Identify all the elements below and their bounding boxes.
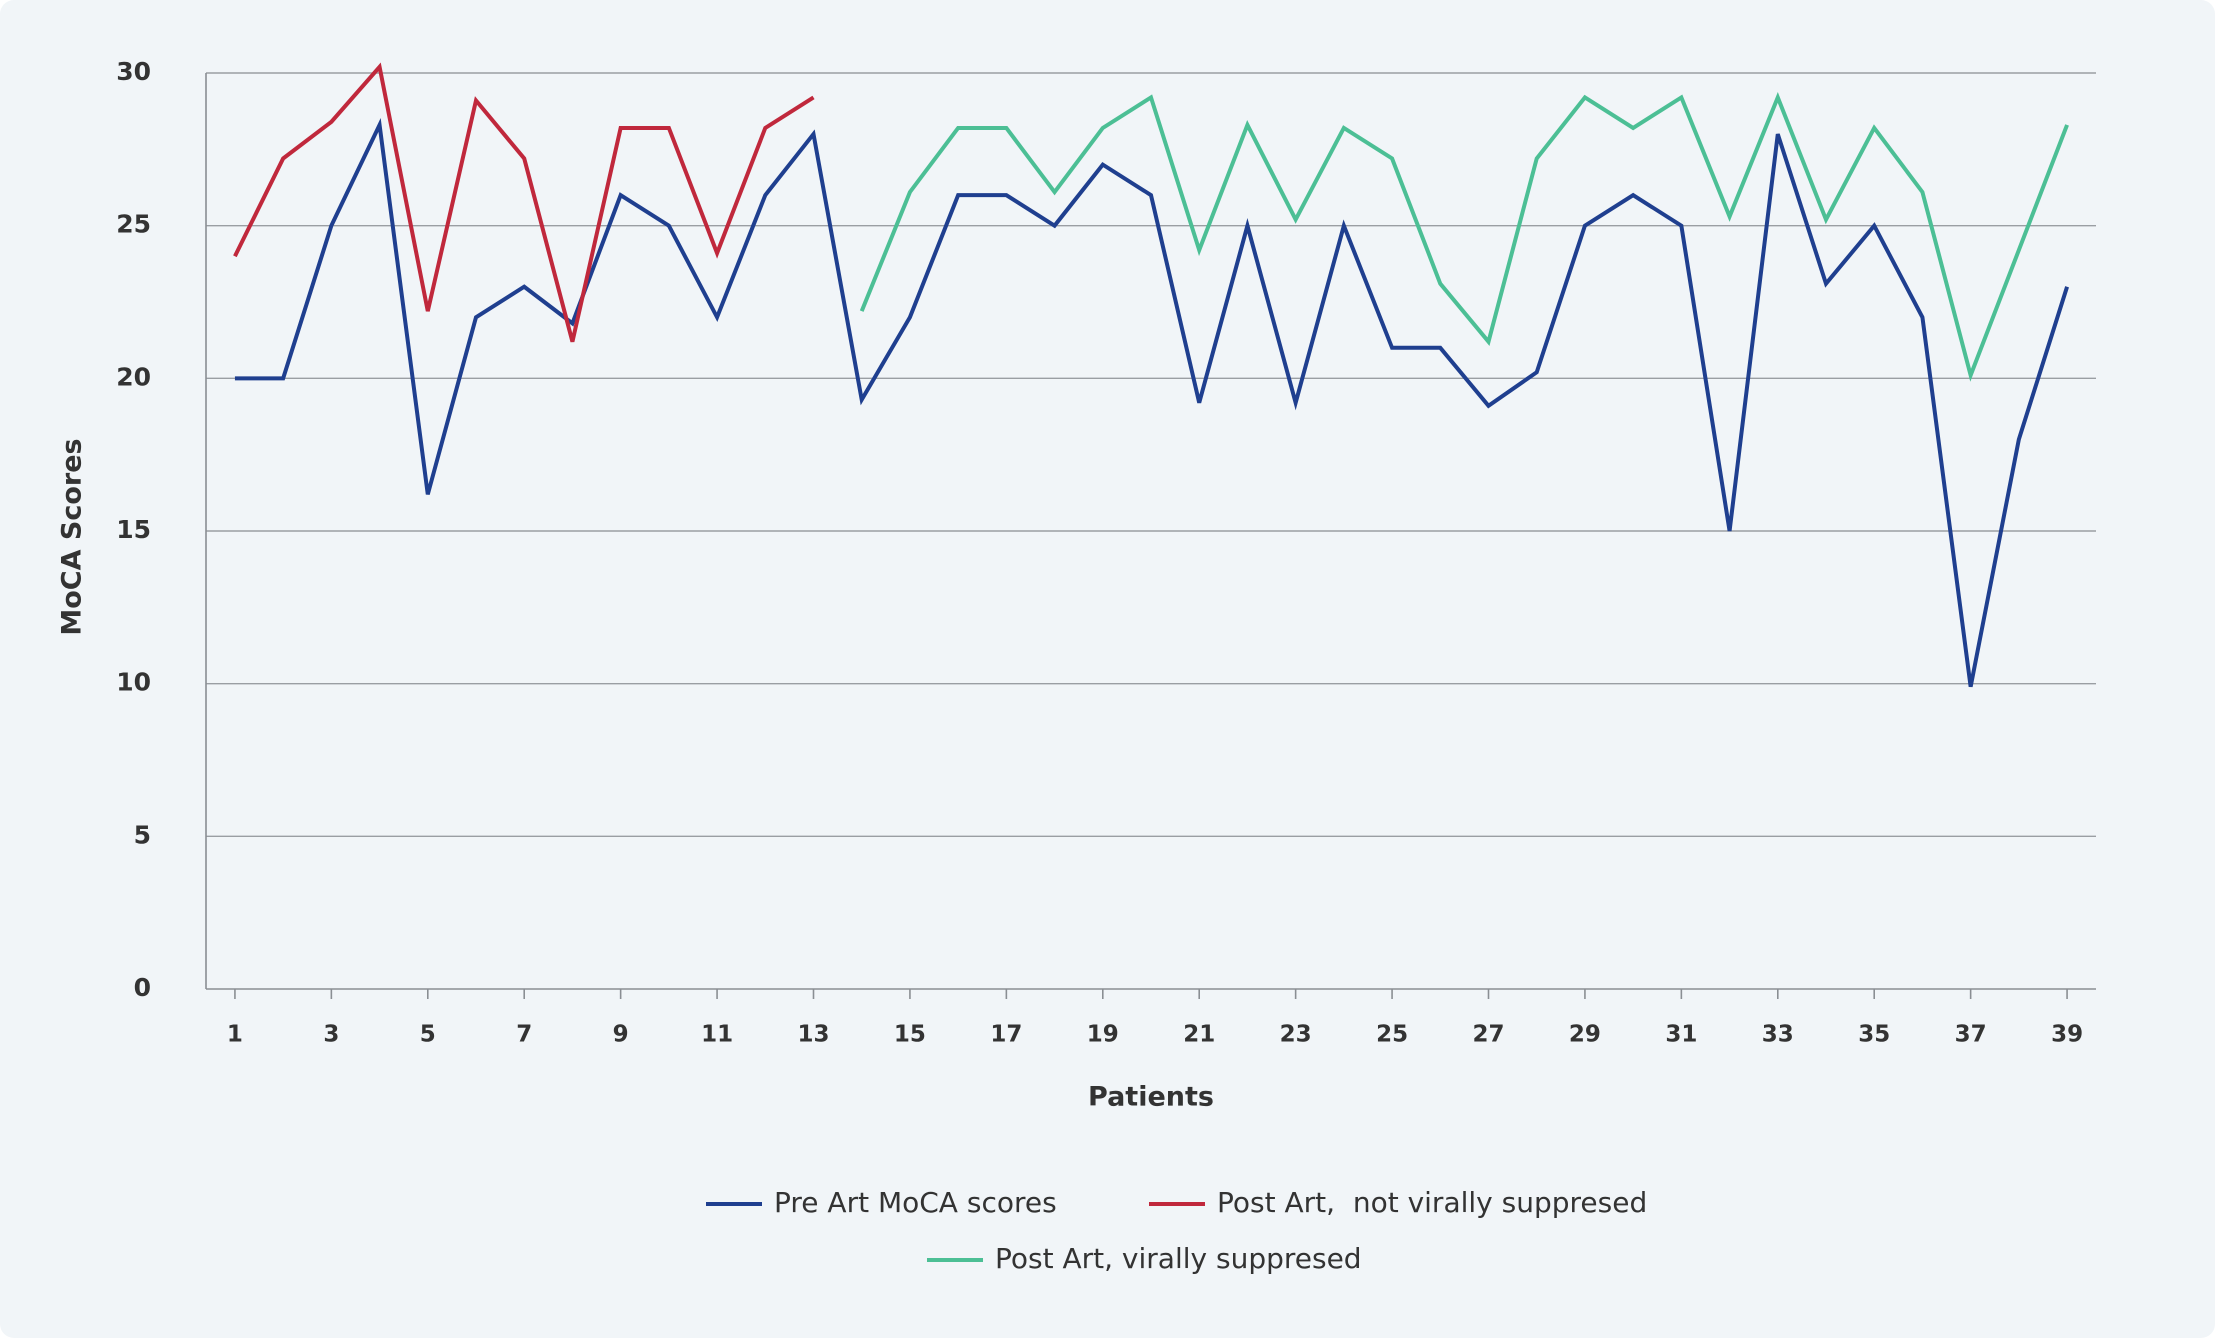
x-tick-label: 25 — [1376, 1022, 1408, 1048]
x-tick-label: 39 — [2051, 1022, 2083, 1048]
y-tick-label: 25 — [116, 210, 151, 239]
legend-label: Post Art, not virally suppresed — [1217, 1186, 1647, 1219]
x-tick-label: 15 — [894, 1022, 926, 1048]
line — [859, 92, 2069, 382]
x-tick-label: 21 — [1183, 1022, 1215, 1048]
x-tick-label: 31 — [1665, 1022, 1697, 1048]
x-tick-label: 19 — [1087, 1022, 1119, 1048]
y-tick-label: 10 — [116, 668, 151, 697]
x-tick-label: 37 — [1955, 1022, 1987, 1048]
line — [234, 117, 2069, 688]
legend-label: Pre Art MoCA scores — [774, 1186, 1057, 1219]
y-tick-label: 0 — [134, 973, 151, 1002]
y-tick-label: 15 — [116, 515, 151, 544]
x-axis-label: Patients — [1088, 1082, 1214, 1113]
x-tick-label: 11 — [701, 1022, 733, 1048]
x-tick-label: 29 — [1569, 1022, 1601, 1048]
x-tick-label: 35 — [1858, 1022, 1890, 1048]
y-tick-label: 30 — [116, 57, 151, 86]
y-tick-label: 20 — [116, 362, 151, 391]
x-tick-label: 17 — [990, 1022, 1022, 1048]
y-tick-label: 5 — [134, 820, 151, 849]
x-tick-label: 1 — [227, 1022, 243, 1048]
x-tick-label: 9 — [613, 1022, 629, 1048]
x-tick-label: 27 — [1472, 1022, 1504, 1048]
x-tick-label: 13 — [797, 1022, 829, 1048]
y-axis-label: MoCA Scores — [57, 438, 88, 635]
x-tick-label: 3 — [323, 1022, 339, 1048]
line — [233, 62, 815, 343]
x-tick-label: 33 — [1762, 1022, 1794, 1048]
x-tick-label: 5 — [420, 1022, 436, 1048]
legend-label: Post Art, virally suppresed — [995, 1242, 1362, 1275]
x-tick-label: 23 — [1280, 1022, 1312, 1048]
x-tick-label: 7 — [516, 1022, 532, 1048]
